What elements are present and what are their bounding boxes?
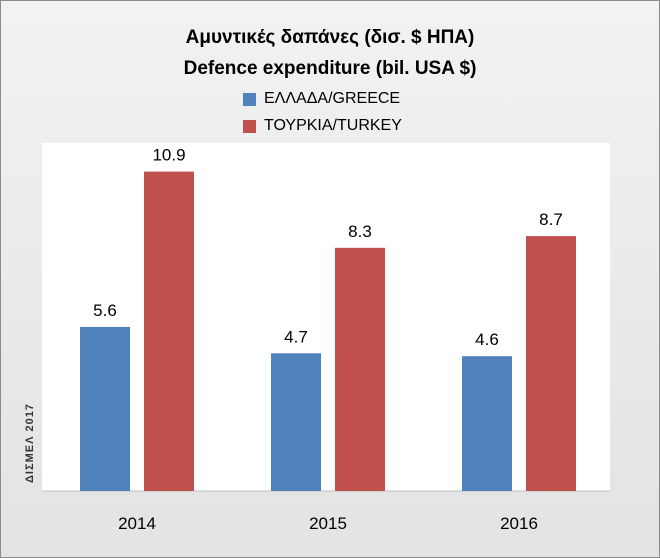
bar-turkey-2016 <box>526 236 576 491</box>
data-label-turkey-2015: 8.3 <box>348 222 372 241</box>
bar-turkey-2015 <box>335 247 385 491</box>
chart-subtitle: Defence expenditure (bil. USA $) <box>183 58 477 79</box>
data-label-greece-2015: 4.7 <box>284 327 308 346</box>
data-label-greece-2016: 4.6 <box>475 330 499 349</box>
legend-swatch-turkey <box>243 119 256 133</box>
data-label-turkey-2014: 10.9 <box>152 146 185 165</box>
bar-greece-2014 <box>80 326 130 491</box>
legend-label-turkey: ΤΟΥΡΚΙΑ/TURKEY <box>264 117 402 134</box>
legend-label-greece: ΕΛΛΑΔΑ/GREECE <box>264 90 401 107</box>
plot-background <box>42 143 610 491</box>
bar-greece-2016 <box>462 356 512 491</box>
legend-item-turkey: ΤΟΥΡΚΙΑ/TURKEY <box>243 116 402 136</box>
x-tick-label-2016: 2016 <box>500 514 538 533</box>
chart-title: Αμυντικές δαπάνες (δισ. $ ΗΠΑ) <box>185 27 475 48</box>
data-label-greece-2014: 5.6 <box>93 301 117 320</box>
x-tick-label-2015: 2015 <box>309 514 347 533</box>
watermark: ΔΙΣΜΕΛ 2017 <box>24 403 36 483</box>
data-label-turkey-2016: 8.7 <box>539 210 563 229</box>
legend-item-greece: ΕΛΛΑΔΑ/GREECE <box>243 89 400 109</box>
legend-swatch-greece <box>243 92 256 106</box>
bar-turkey-2014 <box>144 171 194 491</box>
x-tick-label-2014: 2014 <box>118 514 156 533</box>
bar-greece-2015 <box>271 353 321 491</box>
